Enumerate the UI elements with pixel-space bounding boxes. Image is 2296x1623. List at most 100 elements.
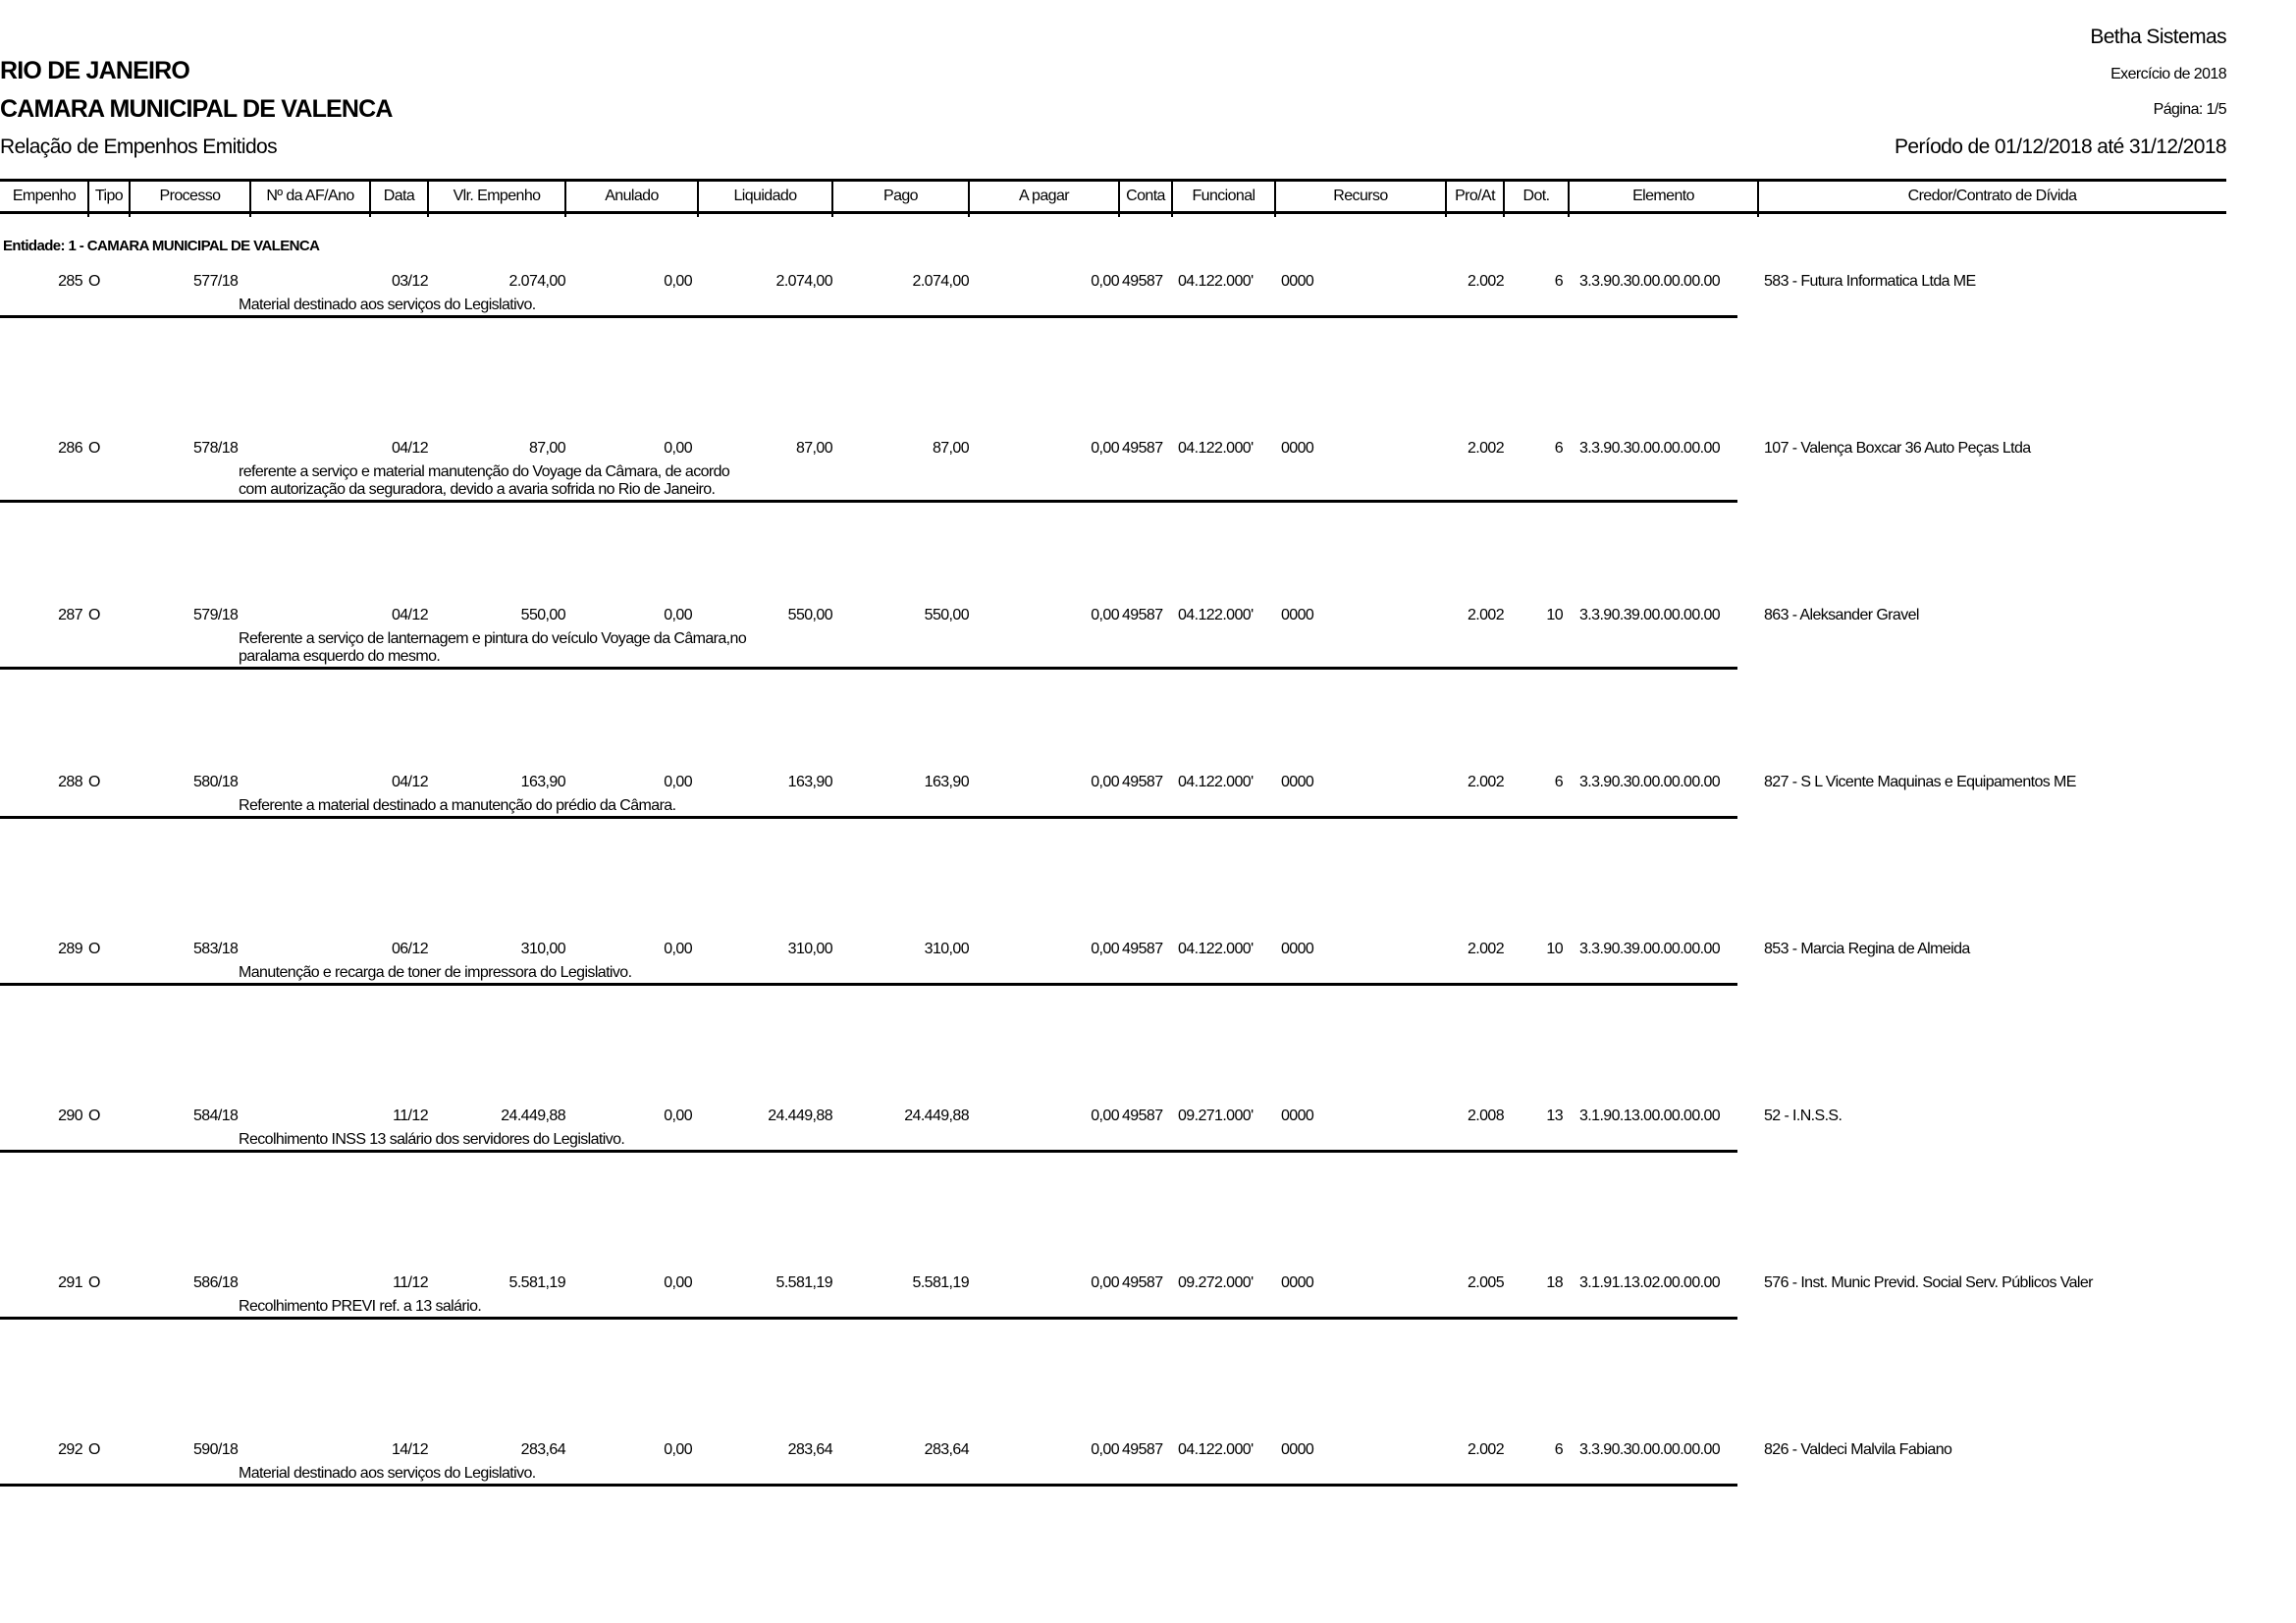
cell-anulado: 0,00 <box>664 273 692 290</box>
page-number: Página: 1/5 <box>2153 101 2227 118</box>
cell-elemento: 3.3.90.30.00.00.00.00 <box>1579 774 1721 790</box>
row-divider <box>0 1150 1737 1153</box>
cell-empenho: 291 <box>58 1274 83 1291</box>
cell-proat: 2.002 <box>1467 440 1505 457</box>
cell-conta: 49587 <box>1122 774 1163 790</box>
row-divider <box>0 667 1737 670</box>
cell-credor: 826 - Valdeci Malvila Fabiano <box>1764 1441 1952 1458</box>
cell-data: 04/12 <box>391 440 429 457</box>
row-description: Material destinado aos serviços do Legis… <box>239 1465 536 1482</box>
cell-data: 14/12 <box>391 1441 429 1458</box>
cell-empenho: 292 <box>58 1441 83 1458</box>
cell-liquidado: 87,00 <box>795 440 833 457</box>
column-separator <box>1445 180 1447 217</box>
column-separator <box>564 180 566 217</box>
cell-credor: 583 - Futura Informatica Ltda ME <box>1764 273 1976 290</box>
cell-conta: 49587 <box>1122 1108 1163 1124</box>
cell-credor: 107 - Valença Boxcar 36 Auto Peças Ltda <box>1764 440 2031 457</box>
cell-apagar: 0,00 <box>1091 774 1119 790</box>
cell-funcional: 04.122.000' <box>1178 607 1254 623</box>
cell-dot: 10 <box>1546 941 1563 957</box>
row-divider <box>0 315 1737 318</box>
column-separator <box>249 180 251 217</box>
cell-liquidado: 5.581,19 <box>775 1274 833 1291</box>
cell-conta: 49587 <box>1122 1274 1163 1291</box>
column-header-anulado: Anulado <box>605 188 659 204</box>
exercise-label: Exercício de 2018 <box>2110 66 2226 82</box>
cell-liquidado: 2.074,00 <box>775 273 833 290</box>
cell-funcional: 04.122.000' <box>1178 440 1254 457</box>
cell-anulado: 0,00 <box>664 607 692 623</box>
cell-valor: 550,00 <box>520 607 566 623</box>
cell-data: 04/12 <box>391 774 429 790</box>
cell-pago: 5.581,19 <box>912 1274 970 1291</box>
row-description: Referente a serviço de lanternagem e pin… <box>239 630 747 647</box>
cell-empenho: 285 <box>58 273 83 290</box>
cell-credor: 853 - Marcia Regina de Almeida <box>1764 941 1970 957</box>
cell-empenho: 287 <box>58 607 83 623</box>
cell-proat: 2.002 <box>1467 941 1505 957</box>
column-header-pro-at: Pro/At <box>1455 188 1495 204</box>
column-header-elemento: Elemento <box>1632 188 1694 204</box>
cell-liquidado: 310,00 <box>787 941 833 957</box>
company-name: Betha Sistemas <box>2090 26 2226 48</box>
entity-group-label: Entidade: 1 - CAMARA MUNICIPAL DE VALENC… <box>3 238 320 254</box>
cell-dot: 10 <box>1546 607 1563 623</box>
cell-liquidado: 550,00 <box>787 607 833 623</box>
cell-tipo: O <box>88 1441 100 1458</box>
cell-elemento: 3.3.90.30.00.00.00.00 <box>1579 1441 1721 1458</box>
cell-elemento: 3.1.91.13.02.00.00.00 <box>1579 1274 1721 1291</box>
cell-data: 11/12 <box>393 1108 428 1124</box>
cell-recurso: 0000 <box>1281 1274 1314 1291</box>
cell-dot: 6 <box>1554 1441 1564 1458</box>
cell-data: 11/12 <box>393 1274 428 1291</box>
column-header-processo: Processo <box>159 188 222 204</box>
column-header-dot: Dot. <box>1522 188 1551 204</box>
cell-conta: 49587 <box>1122 607 1163 623</box>
cell-processo: 590/18 <box>193 1441 239 1458</box>
cell-apagar: 0,00 <box>1091 1108 1119 1124</box>
row-description: Material destinado aos serviços do Legis… <box>239 297 536 313</box>
cell-pago: 2.074,00 <box>912 273 970 290</box>
cell-liquidado: 163,90 <box>787 774 833 790</box>
column-header-n-da-af-ano: Nº da AF/Ano <box>266 188 354 204</box>
cell-pago: 87,00 <box>932 440 970 457</box>
column-header-empenho: Empenho <box>12 188 77 204</box>
cell-recurso: 0000 <box>1281 774 1314 790</box>
cell-apagar: 0,00 <box>1091 1274 1119 1291</box>
cell-apagar: 0,00 <box>1091 273 1119 290</box>
column-separator <box>831 180 833 217</box>
cell-credor: 52 - I.N.S.S. <box>1764 1108 1842 1124</box>
column-separator <box>968 180 970 217</box>
report-title: Relação de Empenhos Emitidos <box>0 135 278 158</box>
column-separator <box>129 180 131 217</box>
cell-recurso: 0000 <box>1281 941 1314 957</box>
row-divider <box>0 500 1737 503</box>
cell-processo: 577/18 <box>193 273 239 290</box>
period-label: Período de 01/12/2018 até 31/12/2018 <box>1894 135 2227 158</box>
cell-proat: 2.005 <box>1467 1274 1505 1291</box>
cell-valor: 2.074,00 <box>508 273 566 290</box>
header-bottom-rule <box>0 211 2226 214</box>
cell-anulado: 0,00 <box>664 774 692 790</box>
row-description: Referente a material destinado a manuten… <box>239 797 676 814</box>
cell-pago: 550,00 <box>924 607 970 623</box>
cell-processo: 580/18 <box>193 774 239 790</box>
cell-elemento: 3.3.90.39.00.00.00.00 <box>1579 941 1721 957</box>
cell-funcional: 09.271.000' <box>1178 1108 1254 1124</box>
column-header-recurso: Recurso <box>1333 188 1388 204</box>
cell-funcional: 04.122.000' <box>1178 941 1254 957</box>
cell-apagar: 0,00 <box>1091 1441 1119 1458</box>
cell-apagar: 0,00 <box>1091 607 1119 623</box>
cell-valor: 310,00 <box>520 941 566 957</box>
cell-recurso: 0000 <box>1281 440 1314 457</box>
row-description: Recolhimento PREVI ref. a 13 salário. <box>239 1298 482 1315</box>
cell-processo: 578/18 <box>193 440 239 457</box>
column-separator <box>1503 180 1505 217</box>
cell-apagar: 0,00 <box>1091 941 1119 957</box>
cell-tipo: O <box>88 1108 100 1124</box>
cell-dot: 6 <box>1554 273 1564 290</box>
cell-recurso: 0000 <box>1281 273 1314 290</box>
cell-funcional: 04.122.000' <box>1178 273 1254 290</box>
column-separator <box>1757 180 1759 217</box>
